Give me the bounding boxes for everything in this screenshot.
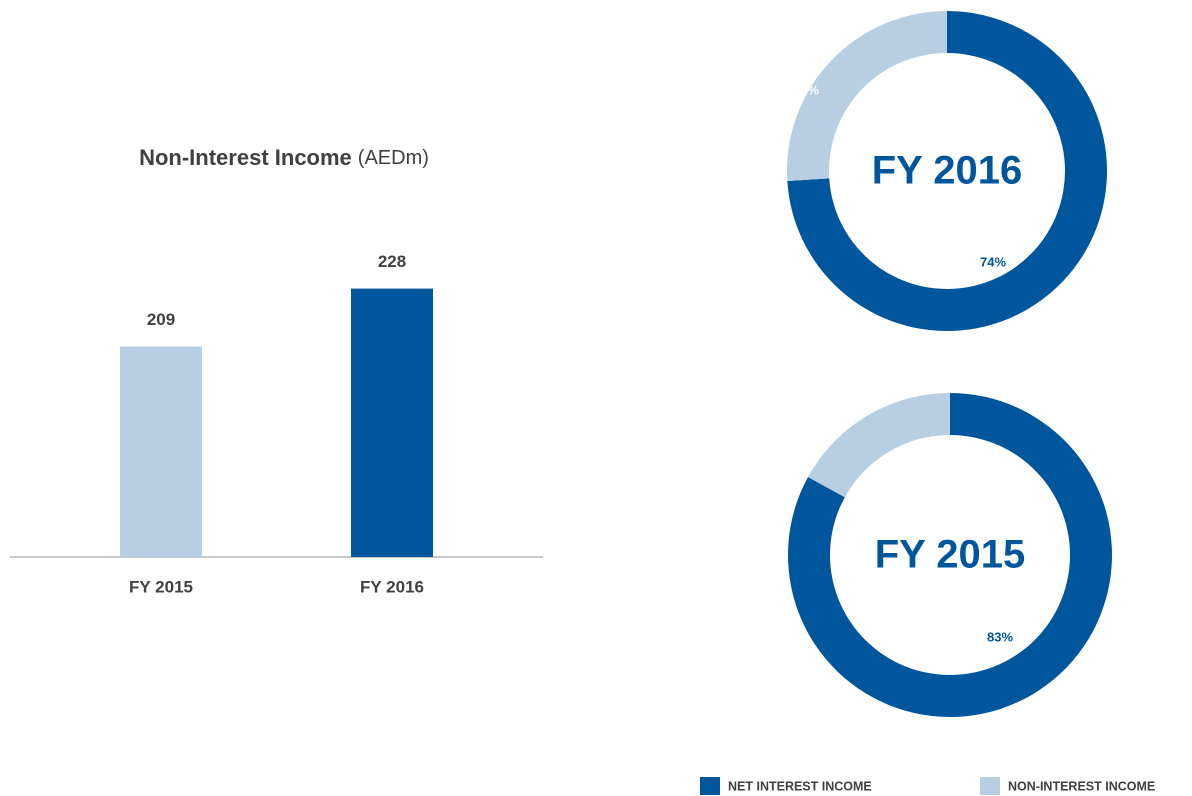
legend-label: NET INTEREST INCOME (728, 779, 872, 793)
title-unit: (AEDm) (358, 147, 429, 169)
donut-slice (808, 393, 950, 498)
bar (120, 346, 202, 557)
slice-label: 74% (980, 254, 1006, 269)
x-tick-label: FY 2016 (360, 577, 424, 596)
donut-slice (787, 11, 947, 182)
x-tick-label: FY 2015 (129, 577, 193, 596)
slice-label: 83% (987, 629, 1013, 644)
legend-swatch (700, 777, 720, 795)
bar (351, 288, 433, 557)
value-label: 228 (378, 252, 406, 271)
title-main: Non-Interest Income (139, 145, 352, 170)
donut-center-label: FY 2016 (872, 149, 1023, 193)
bar-title: Non-Interest Income (AEDm) (139, 145, 429, 170)
slice-label: 26% (793, 82, 819, 97)
legend-label: NON-INTEREST INCOME (1008, 779, 1155, 793)
value-label: 209 (147, 310, 175, 329)
legend-swatch (980, 777, 1000, 795)
donut-center-label: FY 2015 (875, 533, 1026, 577)
slice-label: 17% (790, 431, 816, 446)
